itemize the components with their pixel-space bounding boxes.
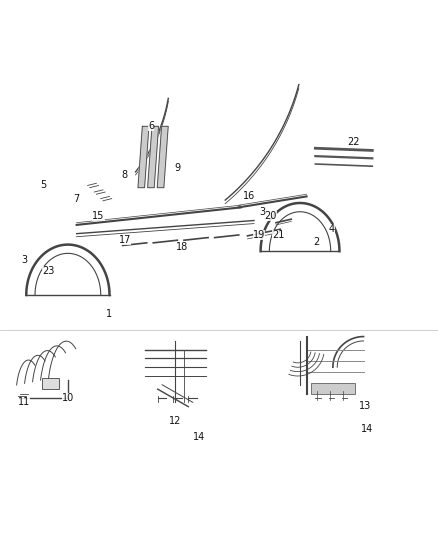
Text: 20: 20: [265, 211, 277, 221]
Text: 5: 5: [41, 181, 47, 190]
Text: 6: 6: [148, 122, 154, 131]
Text: 2: 2: [314, 237, 320, 247]
Polygon shape: [138, 126, 149, 188]
Text: 13: 13: [359, 401, 371, 411]
Text: 15: 15: [92, 211, 105, 221]
Text: 9: 9: [174, 163, 180, 173]
Text: 3: 3: [21, 255, 27, 265]
Text: 23: 23: [42, 266, 54, 276]
Text: 17: 17: [119, 235, 131, 245]
Text: 19: 19: [253, 230, 265, 240]
Text: 12: 12: [169, 416, 181, 426]
Text: 21: 21: [272, 230, 284, 239]
Text: 8: 8: [122, 169, 128, 180]
Bar: [42, 378, 59, 389]
Text: 11: 11: [18, 397, 30, 407]
Polygon shape: [157, 126, 168, 188]
Text: 10: 10: [62, 393, 74, 403]
Text: 1: 1: [106, 309, 113, 319]
Bar: [311, 383, 355, 393]
Text: 3: 3: [260, 207, 266, 217]
Text: 18: 18: [176, 242, 188, 252]
Text: 7: 7: [74, 193, 80, 204]
Text: 16: 16: [243, 191, 255, 201]
Text: 14: 14: [193, 432, 205, 442]
Text: 4: 4: [329, 224, 335, 235]
Text: 14: 14: [361, 424, 373, 434]
Polygon shape: [148, 126, 159, 188]
Text: 22: 22: [348, 136, 360, 147]
